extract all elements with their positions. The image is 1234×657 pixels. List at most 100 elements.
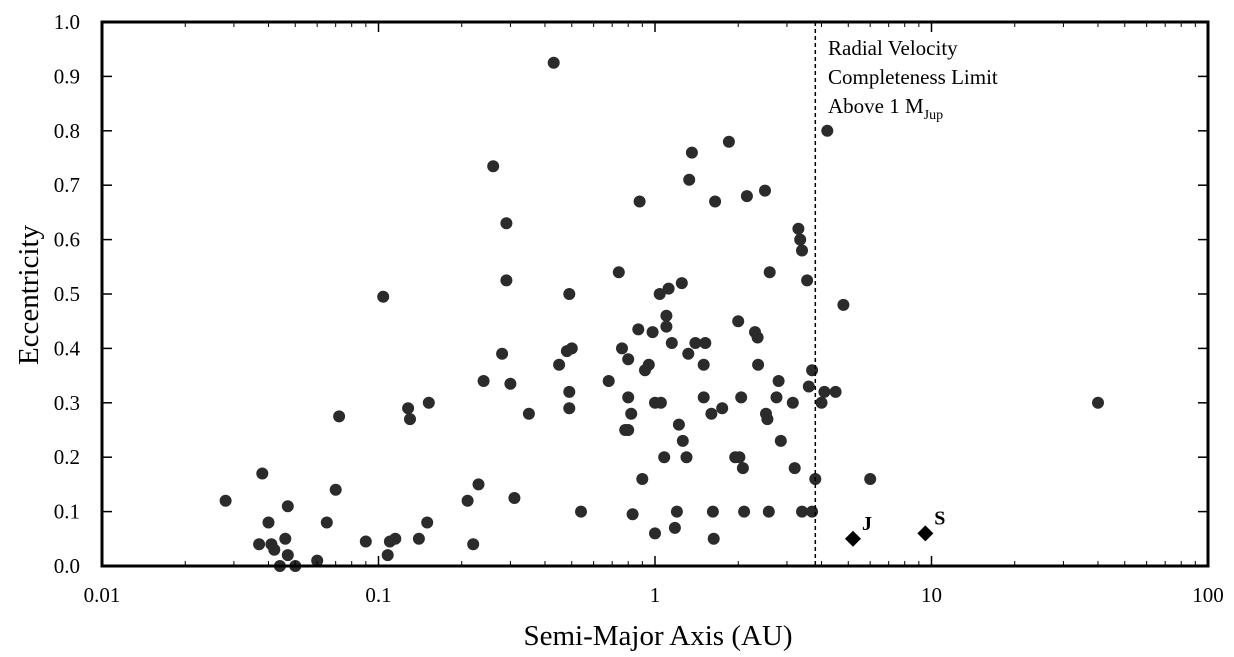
data-point-85 [716,402,729,415]
data-point-106 [788,462,801,475]
x-axis-title: Semi-Major Axis (AU) [523,620,792,652]
data-point-55 [636,473,649,485]
data-point-109 [796,244,808,257]
data-point-63 [658,451,671,464]
data-point-49 [622,424,635,436]
data-points [219,56,1104,572]
data-point-12 [320,516,333,529]
marker-label-j: J [862,513,872,535]
data-point-16 [377,290,390,303]
data-point-31 [500,217,513,230]
data-point-119 [829,385,842,398]
data-point-58 [646,326,659,339]
data-point-113 [806,364,819,377]
data-point-34 [508,492,521,504]
data-point-21 [404,413,416,426]
data-point-53 [632,323,645,336]
data-point-108 [794,233,807,246]
data-point-70 [672,418,685,431]
data-point-69 [670,505,683,518]
data-point-20 [402,402,415,415]
data-point-75 [683,173,696,186]
x-tick-label: 100 [1192,583,1224,607]
data-point-1 [256,467,269,480]
data-point-54 [633,195,646,208]
data-point-90 [735,391,748,404]
marker-label-s: S [934,507,945,529]
data-point-59 [649,527,661,540]
y-tick-label: 0.3 [54,391,80,415]
tick-labels: 0.01 0.1 1 10 100 0.0 0.1 0.2 0.3 0.4 0.5 0.6 0.7 0.8… [54,10,1224,607]
data-point-95 [751,331,764,344]
y-tick-label: 1.0 [54,10,80,34]
data-point-74 [682,347,695,360]
y-tick-label: 0.5 [54,282,80,306]
data-point-64 [660,309,673,322]
data-point-72 [676,434,689,447]
data-point-26 [467,538,480,551]
y-tick-label: 0.8 [54,119,80,143]
data-point-22 [412,532,425,545]
data-point-107 [792,222,805,235]
data-point-37 [553,358,566,371]
data-point-29 [487,160,500,173]
data-point-91 [736,462,749,475]
data-point-121 [864,473,877,485]
data-point-14 [333,410,346,423]
data-point-19 [389,532,402,545]
x-tick-label: 10 [921,583,942,607]
y-axis-title: Eccentricity [13,224,45,365]
data-point-86 [722,135,735,148]
data-point-114 [806,505,819,518]
data-point-32 [500,274,513,287]
data-point-99 [761,413,774,426]
annotation-line-3-main: Above 1 M [828,94,924,118]
x-tick-label: 1 [650,583,661,607]
data-point-57 [642,358,655,371]
data-point-27 [472,478,485,491]
data-point-62 [654,396,667,409]
data-point-76 [685,146,698,159]
data-point-122 [1092,396,1104,409]
x-tick-label: 0.01 [84,583,121,607]
data-point-8 [281,500,294,513]
data-point-39 [563,288,576,300]
data-point-28 [477,375,490,387]
data-point-52 [626,508,639,521]
y-tick-label: 0.1 [54,500,80,524]
y-tick-label: 0.6 [54,228,80,252]
data-point-15 [359,535,372,548]
data-point-83 [707,532,720,545]
data-point-40 [563,385,576,398]
y-tick-label: 0.4 [54,336,81,360]
data-point-92 [738,505,751,518]
data-point-48 [622,391,635,404]
data-point-17 [381,549,394,562]
data-point-2 [253,538,266,551]
data-point-5 [268,543,281,556]
data-point-100 [762,505,775,518]
data-point-41 [563,402,576,415]
data-point-97 [759,184,771,197]
data-point-44 [602,375,615,387]
data-point-30 [496,347,509,360]
x-tick-label: 0.1 [365,583,391,607]
data-point-120 [837,298,850,311]
data-point-118 [821,124,834,137]
data-point-3 [262,516,275,529]
data-point-51 [625,407,638,420]
data-point-111 [801,274,814,287]
data-point-45 [612,266,625,279]
data-point-71 [675,277,688,290]
annotation-line-2: Completeness Limit [828,65,998,89]
data-point-116 [815,396,828,409]
data-point-105 [786,396,799,409]
data-point-42 [565,342,578,355]
data-point-67 [665,337,678,349]
data-point-103 [772,375,785,387]
data-point-110 [796,505,808,518]
y-tick-label: 0.0 [54,554,80,578]
data-point-33 [504,377,517,390]
